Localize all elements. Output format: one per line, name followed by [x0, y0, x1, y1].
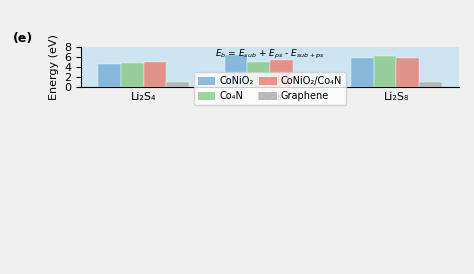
Y-axis label: Energy (eV): Energy (eV) [49, 34, 59, 100]
Text: $E_b$ = $E_{sub}$ + $E_{ps}$ - $E_{sub+ps}$: $E_b$ = $E_{sub}$ + $E_{ps}$ - $E_{sub+p… [215, 48, 325, 61]
Bar [166, 82, 189, 87]
Bar [270, 60, 293, 87]
Bar [98, 64, 121, 87]
Bar [396, 58, 419, 87]
Bar [121, 63, 144, 87]
Bar [247, 62, 270, 87]
Bar [419, 82, 442, 87]
Bar [144, 62, 166, 87]
Bar [225, 55, 247, 87]
Legend: CoNiO₂, Co₄N, CoNiO₂/Co₄N, Graphene: CoNiO₂, Co₄N, CoNiO₂/Co₄N, Graphene [194, 72, 346, 105]
Bar [293, 82, 316, 87]
Bar [374, 56, 396, 87]
Text: (e): (e) [13, 32, 33, 45]
Bar [351, 58, 374, 87]
